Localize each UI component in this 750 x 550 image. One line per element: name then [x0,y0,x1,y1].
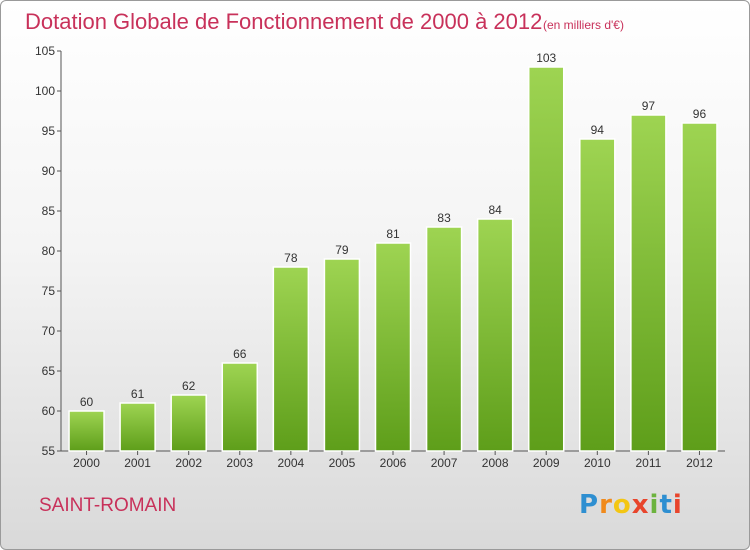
y-tick-label: 80 [42,244,56,258]
bar [170,394,207,452]
y-tick-label: 60 [42,404,56,418]
bar-value-label: 60 [80,395,94,409]
plot-area: 55 60 65 70 75 80 85 90 95 100 105 60 2000 61 2001 62 20… [35,44,725,470]
bar [221,362,259,452]
bar-value-label: 66 [233,347,247,361]
bar [119,402,156,452]
x-tick-label: 2000 [73,456,100,470]
y-tick-label: 85 [42,204,56,218]
logo-letter: x [631,490,650,520]
y-tick-label: 105 [35,44,55,58]
x-tick-label: 2004 [277,456,304,470]
bar-value-label: 94 [591,123,605,137]
bar-value-label: 97 [642,99,656,113]
bar [68,410,105,452]
y-tick-label: 55 [42,444,56,458]
bar [272,266,310,452]
bar-value-label: 103 [536,51,556,65]
x-tick-label: 2011 [635,456,661,470]
x-tick-label: 2009 [533,456,560,470]
logo-letter: o [612,490,632,520]
bar-value-label: 96 [693,107,707,121]
x-tick-label: 2006 [380,456,407,470]
bar [476,218,514,452]
bar-value-label: 61 [131,387,145,401]
logo-letter: i [672,490,683,520]
y-tick-label: 75 [42,284,56,298]
x-tick-label: 2007 [431,456,458,470]
chart-title: Dotation Globale de Fonctionnement de 20… [25,9,543,34]
bar [527,66,565,452]
y-tick-label: 100 [35,84,55,98]
bar [323,258,361,452]
y-tick-label: 90 [42,164,56,178]
y-tick-label: 65 [42,364,56,378]
bar [630,114,667,452]
bar-value-label: 79 [335,243,349,257]
bar [681,122,718,452]
bar [425,226,463,452]
x-tick-label: 2010 [584,456,611,470]
logo-letter: r [599,490,613,520]
x-tick-label: 2012 [686,456,713,470]
bar [579,138,616,452]
x-tick-label: 2002 [175,456,202,470]
bar-value-label: 84 [488,203,502,217]
logo-letter: P [579,490,600,520]
bar-value-label: 78 [284,251,298,265]
x-tick-label: 2005 [329,456,356,470]
logo-letter: i [649,490,660,520]
proxiti-logo: Proxiti [579,490,683,520]
logo-letter: t [659,490,673,520]
bar-value-label: 62 [182,379,196,393]
y-tick-label: 95 [42,124,56,138]
chart-subtitle: (en milliers d'€) [543,18,624,32]
y-tick-label: 70 [42,324,56,338]
x-tick-label: 2001 [124,456,151,470]
town-name: SAINT-ROMAIN [39,495,177,516]
bar-value-label: 81 [386,227,400,241]
x-tick-label: 2003 [226,456,253,470]
x-tick-label: 2008 [482,456,509,470]
bar [374,242,412,452]
bar-value-label: 83 [437,211,451,225]
